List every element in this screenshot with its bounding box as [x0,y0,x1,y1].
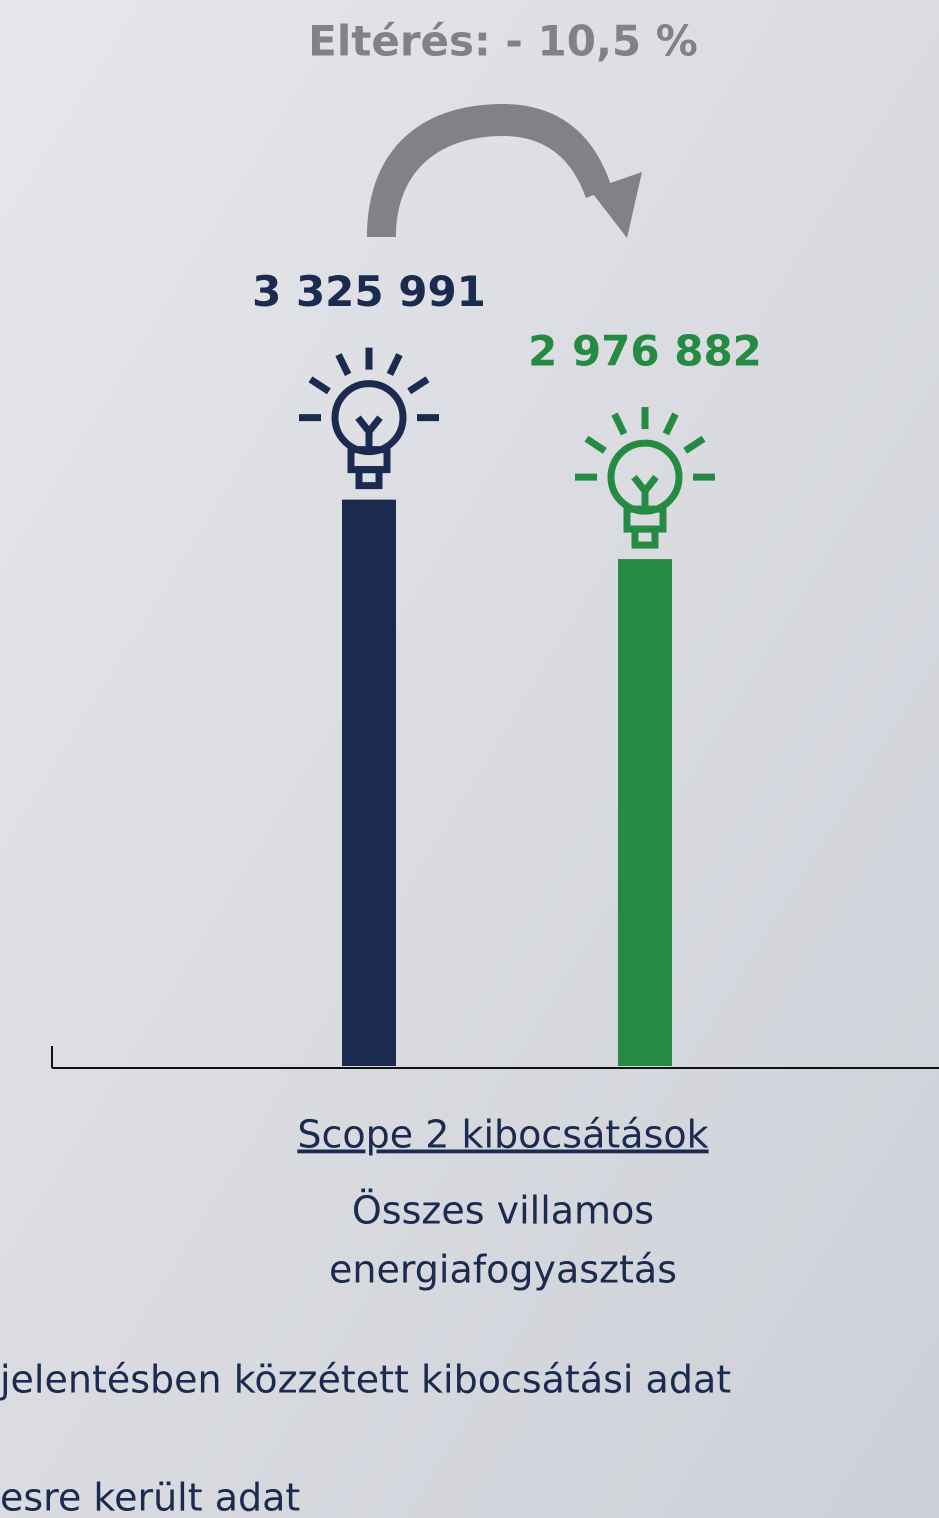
bulb-neck [355,466,383,490]
bulb-ray [683,435,706,454]
bar [618,559,672,1066]
legend-label: jelentésben közzétett kibocsátási adat [0,1358,731,1402]
bulb-ray [611,412,628,436]
change-arrow [367,104,642,238]
bulb-ray [308,376,331,395]
bulb-ray [335,353,352,376]
legend-label: esre került adat [0,1476,300,1518]
bulb-filament [355,415,383,448]
value-label: 2 976 882 [528,327,762,376]
bar [342,499,396,1067]
bulb-ray [386,353,403,376]
x-label: energiafogyasztás [329,1248,677,1292]
category-label: Scope 2 kibocsátások [297,1113,708,1157]
bulb-ray [584,435,607,454]
bulb-icon [575,407,715,549]
chart-title: Eltérés: - 10,5 % [308,17,698,66]
bulb-ray [662,412,679,436]
value-label: 3 325 991 [252,267,486,316]
bulb-ray [407,376,430,395]
bulb-neck [631,525,659,549]
x-label: Összes villamos [352,1189,654,1233]
bulb-filament [631,474,659,508]
bulb-icon [299,347,439,490]
